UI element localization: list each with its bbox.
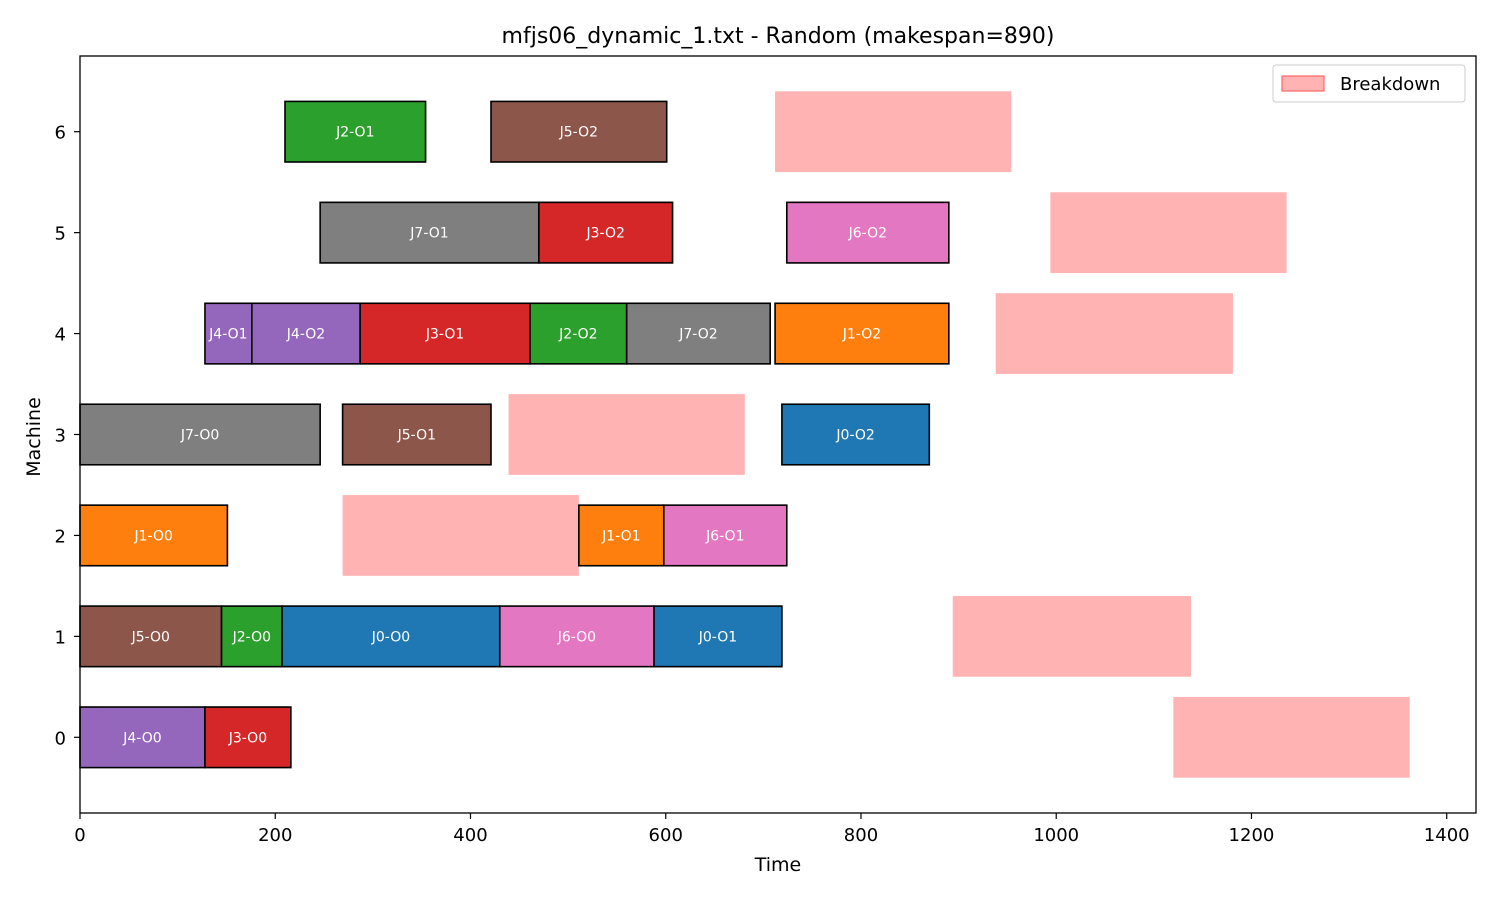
- y-axis-ticks: 0 1 2 3 4 5 6: [55, 123, 80, 749]
- breakdown-bar: [1173, 696, 1410, 778]
- operation-bar: [498, 605, 655, 668]
- y-tick-label: 3: [55, 426, 66, 447]
- operation-bar: [220, 605, 283, 668]
- breakdown-bar: [995, 293, 1233, 374]
- x-tick-label: 800: [844, 825, 878, 846]
- y-tick-label: 4: [55, 325, 66, 346]
- x-tick-label: 1000: [1033, 825, 1079, 846]
- operation-label: J1-O1: [601, 528, 640, 544]
- operation-label: J5-O0: [131, 629, 170, 645]
- operation-layer: J4-O0 J3-O0 J5-O0 J2-O0 J0-O0 J6-O0 J0-O1 J1-O0…: [79, 100, 950, 769]
- operation-bar: [204, 706, 292, 769]
- operation-bar: [359, 302, 531, 365]
- operation-bar: [785, 201, 950, 264]
- x-tick-label: 1200: [1229, 825, 1275, 846]
- operation-bar: [529, 302, 628, 365]
- legend: Breakdown: [1272, 64, 1466, 103]
- operation-label: J2-O0: [232, 629, 271, 645]
- operation-label: J3-O0: [228, 730, 267, 746]
- operation-bar: [781, 403, 931, 466]
- y-tick-label: 2: [55, 526, 66, 547]
- operation-label: J0-O2: [835, 428, 874, 444]
- chart-title: mfjs06_dynamic_1.txt - Random (makespan=…: [502, 24, 1055, 49]
- operation-label: J2-O2: [558, 327, 597, 343]
- breakdown-bar: [1050, 192, 1287, 274]
- y-axis-label: Machine: [23, 397, 45, 477]
- y-tick-label: 5: [55, 224, 66, 245]
- operation-label: J6-O2: [848, 226, 887, 242]
- operation-bar: [625, 302, 771, 365]
- breakdown-layer: [342, 91, 1410, 778]
- operation-bar: [79, 504, 229, 567]
- operation-bar: [538, 201, 674, 264]
- operation-bar: [662, 504, 788, 567]
- operation-label: J7-O0: [180, 428, 219, 444]
- operation-label: J4-O0: [122, 730, 161, 746]
- operation-label: J6-O0: [557, 629, 596, 645]
- x-tick-label: 200: [258, 825, 292, 846]
- x-axis-ticks: 0 200 400 600 800 1000 1200 1400: [74, 813, 1470, 846]
- operation-label: J5-O2: [559, 125, 598, 141]
- x-tick-label: 600: [649, 825, 683, 846]
- y-tick-label: 6: [55, 123, 66, 144]
- operation-label: J0-O0: [371, 629, 410, 645]
- legend-breakdown-swatch: [1281, 75, 1325, 92]
- x-axis-label: Time: [754, 854, 802, 876]
- operation-bar: [284, 100, 427, 163]
- operation-bar: [281, 605, 501, 668]
- operation-label: J2-O1: [335, 125, 374, 141]
- breakdown-bar: [775, 91, 1012, 173]
- operation-label: J3-O1: [425, 327, 464, 343]
- operation-label: J1-O0: [134, 528, 173, 544]
- x-tick-label: 1400: [1424, 825, 1470, 846]
- operation-bar: [341, 403, 492, 466]
- operation-label: J0-O1: [698, 629, 737, 645]
- x-tick-label: 400: [453, 825, 487, 846]
- x-tick-label: 0: [74, 825, 85, 846]
- legend-breakdown-label: Breakdown: [1340, 74, 1440, 95]
- operation-bar: [653, 605, 783, 668]
- operation-label: J7-O1: [409, 226, 448, 242]
- breakdown-bar: [508, 394, 745, 475]
- operation-label: J1-O2: [842, 327, 881, 343]
- operation-bar: [490, 100, 668, 163]
- operation-bar: [204, 302, 253, 365]
- y-tick-label: 1: [55, 627, 66, 648]
- operation-label: J4-O2: [286, 327, 325, 343]
- y-tick-label: 0: [55, 728, 66, 749]
- operation-bar: [774, 302, 950, 365]
- operation-label: J5-O1: [397, 428, 436, 444]
- operation-label: J7-O2: [678, 327, 717, 343]
- operation-label: J3-O2: [585, 226, 624, 242]
- operation-label: J4-O1: [208, 327, 247, 343]
- legend-box: [1272, 64, 1466, 103]
- breakdown-bar: [342, 495, 579, 576]
- breakdown-bar: [952, 595, 1191, 677]
- operation-label: J6-O1: [705, 528, 744, 544]
